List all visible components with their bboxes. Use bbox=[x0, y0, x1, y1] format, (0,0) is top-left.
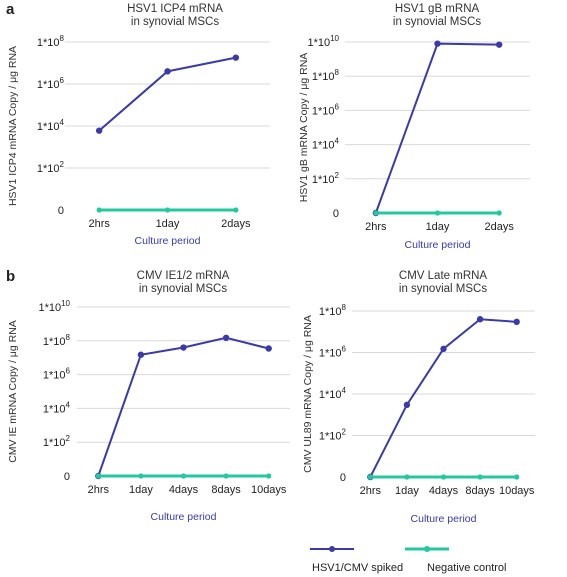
y-tick-label: 1*1010 bbox=[307, 34, 339, 49]
chart-title-line: HSV1 gB mRNA bbox=[395, 3, 480, 15]
data-point bbox=[496, 210, 502, 216]
x-axis-label: Culture period bbox=[411, 513, 477, 525]
chart-title-line: in synovial MSCs bbox=[393, 16, 481, 28]
data-point bbox=[440, 345, 447, 353]
data-point bbox=[137, 351, 145, 358]
data-point bbox=[434, 210, 441, 216]
data-point bbox=[477, 474, 483, 480]
data-point bbox=[403, 401, 411, 409]
data-point bbox=[265, 345, 272, 352]
x-tick-label: 1day bbox=[129, 484, 153, 496]
data-point bbox=[476, 316, 484, 323]
x-tick-label: 10days bbox=[499, 485, 535, 497]
x-axis-label: Culture period bbox=[135, 235, 201, 247]
legend-swatch-marker bbox=[329, 546, 335, 552]
x-tick-label: 2hrs bbox=[88, 218, 110, 230]
panel-label-b: b bbox=[6, 268, 15, 285]
data-point bbox=[266, 473, 272, 479]
x-tick-label: 4days bbox=[429, 485, 459, 497]
y-axis-label: HSV1 ICP4 mRNA Copy / μg RNA bbox=[7, 46, 19, 206]
y-tick-label: 1*108 bbox=[312, 68, 340, 83]
x-tick-label: 8days bbox=[465, 485, 495, 497]
y-tick-label: 1*102 bbox=[319, 428, 347, 443]
y-tick-label: 1*104 bbox=[312, 137, 340, 152]
data-point bbox=[440, 474, 447, 480]
y-tick-label: 1*106 bbox=[37, 76, 65, 91]
chart-title-line: in synovial MSCs bbox=[131, 16, 219, 28]
chart-title-line: HSV1 ICP4 mRNA bbox=[127, 3, 223, 15]
x-tick-label: 1day bbox=[395, 485, 419, 497]
data-point bbox=[373, 210, 379, 216]
y-tick-label: 1*108 bbox=[37, 34, 65, 49]
y-axis-label: CMV IE mRNA Copy / μg RNA bbox=[7, 320, 19, 463]
chart-title-line: CMV IE1/2 mRNA bbox=[137, 270, 230, 282]
x-tick-label: 2days bbox=[484, 221, 514, 233]
chart-title-line: in synovial MSCs bbox=[139, 283, 227, 295]
y-tick-label: 1*106 bbox=[43, 367, 71, 382]
x-tick-label: 8days bbox=[211, 484, 241, 496]
data-point bbox=[95, 127, 103, 134]
y-tick-label: 1*102 bbox=[37, 160, 65, 175]
legend: HSV1/CMV spiked Negative control bbox=[310, 546, 507, 574]
y-axis-label: HSV1 gB mRNA Copy / μg RNA bbox=[298, 53, 310, 203]
panel-label-a: a bbox=[6, 1, 15, 18]
x-axis-label: Culture period bbox=[405, 239, 471, 251]
x-tick-label: 4days bbox=[169, 484, 199, 496]
y-tick-label: 1*106 bbox=[312, 102, 340, 117]
data-point bbox=[223, 473, 229, 479]
data-point bbox=[495, 41, 503, 48]
data-point bbox=[513, 318, 520, 326]
x-tick-label: 1day bbox=[156, 218, 180, 230]
data-point bbox=[164, 207, 171, 213]
data-point bbox=[95, 473, 101, 479]
data-point bbox=[180, 344, 187, 351]
y-tick-label: 0 bbox=[58, 205, 64, 217]
y-tick-label: 1*102 bbox=[312, 171, 340, 186]
data-point bbox=[232, 54, 240, 61]
x-tick-label: 2hrs bbox=[365, 221, 387, 233]
x-tick-label: 10days bbox=[251, 484, 287, 496]
data-point bbox=[96, 207, 102, 213]
series-line bbox=[97, 336, 269, 477]
y-tick-label: 0 bbox=[64, 471, 70, 483]
legend-swatch-marker bbox=[424, 546, 430, 552]
legend-label: HSV1/CMV spiked bbox=[312, 562, 403, 574]
y-axis-label: CMV UL89 mRNA Copy / μg RNA bbox=[302, 315, 314, 473]
y-tick-label: 1*102 bbox=[43, 434, 71, 449]
y-tick-label: 0 bbox=[333, 208, 339, 220]
y-tick-label: 1*108 bbox=[319, 303, 347, 318]
data-point bbox=[404, 474, 410, 480]
y-tick-label: 1*106 bbox=[319, 345, 347, 360]
chart-title-line: in synovial MSCs bbox=[399, 283, 487, 295]
y-tick-label: 1*104 bbox=[43, 400, 71, 415]
data-point bbox=[180, 473, 187, 479]
x-tick-label: 1day bbox=[426, 221, 450, 233]
y-tick-label: 1*1010 bbox=[38, 299, 70, 314]
x-axis-label: Culture period bbox=[151, 511, 217, 523]
chart-title-line: CMV Late mRNA bbox=[399, 270, 488, 282]
data-point bbox=[233, 207, 239, 213]
series-line bbox=[374, 42, 500, 214]
data-point bbox=[367, 474, 373, 480]
data-point bbox=[164, 68, 171, 75]
data-point bbox=[514, 474, 520, 480]
data-point bbox=[222, 334, 230, 342]
y-tick-label: 1*108 bbox=[43, 333, 71, 348]
y-tick-label: 1*104 bbox=[37, 118, 65, 133]
x-tick-label: 2hrs bbox=[88, 484, 110, 496]
data-point bbox=[434, 40, 441, 47]
y-tick-label: 1*104 bbox=[319, 386, 347, 401]
legend-label: Negative control bbox=[427, 562, 507, 574]
data-point bbox=[138, 473, 144, 479]
series-line bbox=[369, 318, 517, 478]
y-tick-label: 0 bbox=[340, 472, 346, 484]
x-tick-label: 2hrs bbox=[360, 485, 382, 497]
x-tick-label: 2days bbox=[221, 218, 251, 230]
